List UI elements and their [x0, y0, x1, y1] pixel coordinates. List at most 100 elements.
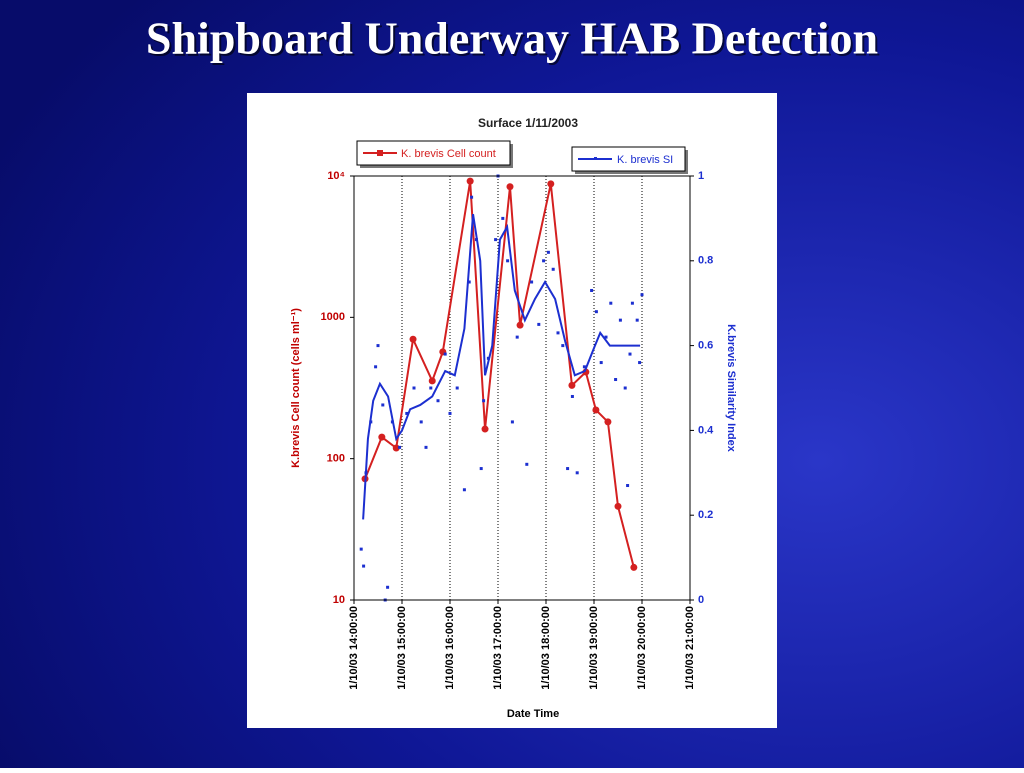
plot: 1/10/03 14:00:00 1/10/03 15:00:00 1/10/03 … [321, 170, 715, 690]
point [378, 433, 386, 441]
point [614, 502, 622, 510]
si-point [359, 547, 363, 551]
x-tick-label: 1/10/03 19:00:00 [588, 606, 600, 690]
si-point [604, 335, 608, 339]
si-point [623, 386, 627, 390]
point [547, 180, 555, 188]
slide-title: Shipboard Underway HAB Detection [146, 13, 878, 64]
si-point [362, 564, 366, 568]
title-shadow: Shipboard Underway HAB Detection [148, 15, 880, 66]
point [481, 425, 489, 433]
point [604, 418, 612, 426]
y2-tick-label: 0 [698, 594, 704, 606]
legend-blue: K. brevis SI [571, 146, 688, 174]
si-point [609, 301, 613, 305]
x-tick-label: 1/10/03 18:00:00 [540, 606, 552, 690]
si-point [470, 195, 474, 199]
si-point [398, 445, 402, 449]
si-point [542, 259, 546, 263]
si-point [628, 352, 632, 356]
y2-tick-label: 0.8 [698, 255, 713, 267]
legend-marker [377, 150, 383, 156]
si-point [599, 361, 603, 365]
si-point [482, 399, 486, 403]
point [428, 377, 436, 385]
si-point [561, 344, 565, 348]
si-point [640, 293, 644, 297]
si-point [530, 280, 534, 284]
x-tick-label: 1/10/03 14:00:00 [348, 606, 360, 690]
si-point [448, 411, 452, 415]
x-tick-label: 1/10/03 16:00:00 [444, 606, 456, 690]
si-point [638, 361, 642, 365]
si-point [479, 467, 483, 471]
x-axis-title: Date Time [507, 708, 559, 720]
plot-frame [353, 175, 691, 601]
point [466, 177, 474, 185]
si-point [635, 318, 639, 322]
si-point [614, 378, 618, 382]
si-point [405, 411, 409, 415]
si-point [419, 420, 423, 424]
x-tick-label: 1/10/03 20:00:00 [636, 606, 648, 690]
y-tick-label: 10⁴ [327, 170, 345, 182]
si-point [551, 267, 555, 271]
si-point [376, 344, 380, 348]
legend-red: K. brevis Cell count [356, 140, 513, 168]
x-tick-label: 1/10/03 17:00:00 [492, 606, 504, 690]
si-point [630, 301, 634, 305]
si-point [566, 467, 570, 471]
chart-panel [247, 93, 777, 728]
x-tick-label: 1/10/03 15:00:00 [396, 606, 408, 690]
y-tick-label: 1000 [321, 311, 345, 323]
si-point [424, 445, 428, 449]
si-point [462, 488, 466, 492]
si-point [467, 280, 471, 284]
point [568, 381, 576, 389]
y2-tick-label: 1 [698, 170, 704, 182]
si-point [537, 322, 541, 326]
si-point [582, 365, 586, 369]
si-point [412, 386, 416, 390]
si-point [443, 352, 447, 356]
si-point [618, 318, 622, 322]
y2-axis-title: K.brevis Similarity Index [725, 324, 737, 453]
si-point [556, 331, 560, 335]
si-point [515, 335, 519, 339]
legend-label: K. brevis Cell count [401, 148, 496, 160]
si-point [494, 238, 498, 242]
si-point [570, 394, 574, 398]
x-tick-label: 1/10/03 21:00:00 [684, 606, 696, 690]
si-point [374, 365, 378, 369]
legend-marker [594, 157, 597, 160]
y2-tick-label: 0.4 [698, 424, 714, 436]
y2-tick-label: 0.2 [698, 509, 713, 521]
si-point [546, 250, 550, 254]
si-point [594, 310, 598, 314]
y2-tick-label: 0.6 [698, 340, 713, 352]
y-axis-title: K.brevis Cell count (cells ml⁻¹) [290, 308, 302, 468]
si-point [429, 386, 433, 390]
si-point [455, 386, 459, 390]
si-point [575, 471, 579, 475]
si-point [626, 484, 630, 488]
si-point [386, 585, 390, 589]
point [630, 563, 638, 571]
chart-title: Surface 1/11/2003 [478, 116, 578, 130]
si-point [501, 216, 505, 220]
y-tick-label: 10 [333, 594, 345, 606]
point [516, 321, 524, 329]
point [409, 335, 417, 343]
si-point [436, 399, 440, 403]
point [506, 183, 514, 191]
legend-label: K. brevis SI [617, 154, 673, 166]
si-point [506, 259, 510, 263]
point [592, 406, 600, 414]
si-point [510, 420, 514, 424]
si-point [590, 288, 594, 292]
y-tick-label: 100 [327, 453, 345, 465]
si-point [525, 462, 529, 466]
point [392, 444, 400, 452]
